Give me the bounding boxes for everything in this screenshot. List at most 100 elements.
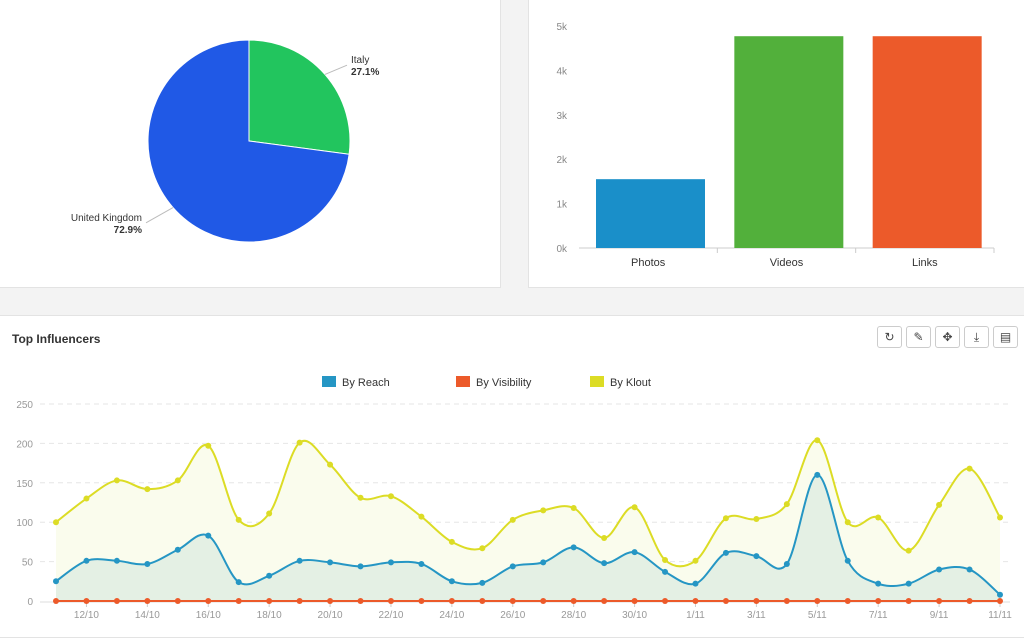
x-label: 1/11 [686, 610, 705, 621]
data-point [509, 516, 516, 523]
bar-panel: 0k 1k 2k 3k 4k 5k Photos Videos Links [528, 0, 1024, 288]
pie-label: Italy [351, 55, 369, 66]
x-label: Photos [631, 257, 666, 269]
y-tick: 250 [16, 400, 33, 411]
data-point [53, 519, 59, 526]
x-label: 5/11 [808, 610, 827, 621]
data-point [296, 598, 303, 604]
data-point [966, 598, 973, 604]
data-point [327, 461, 334, 468]
data-point [387, 598, 394, 604]
data-point [997, 591, 1003, 598]
data-point [174, 546, 181, 553]
y-tick: 0 [27, 597, 33, 608]
data-point [814, 437, 821, 444]
data-point [570, 544, 577, 551]
y-tick: 150 [16, 479, 33, 490]
legend-label: By Reach [342, 377, 390, 389]
x-label: Videos [770, 257, 804, 269]
data-point [662, 598, 669, 604]
legend-swatch [590, 376, 604, 387]
data-point [601, 598, 608, 604]
data-point [814, 598, 821, 604]
legend-swatch [322, 376, 336, 387]
x-label: 12/10 [74, 610, 99, 621]
data-point [205, 598, 212, 604]
data-point [875, 580, 882, 587]
pencil-icon[interactable]: ✎ [906, 326, 931, 348]
y-tick: 50 [22, 558, 34, 569]
legend-swatch [456, 376, 470, 387]
data-point [235, 579, 242, 586]
data-point [479, 598, 486, 604]
data-point [418, 598, 425, 604]
x-label: 3/11 [747, 610, 766, 621]
panel-title: Top Influencers [12, 332, 101, 346]
y-tick: 3k [556, 111, 568, 122]
data-point [540, 598, 547, 604]
refresh-icon[interactable]: ↻ [877, 326, 902, 348]
data-point [631, 598, 638, 604]
data-point [296, 439, 303, 446]
data-point [662, 557, 669, 564]
pie-value: 72.9% [114, 225, 142, 236]
data-point [905, 598, 912, 604]
data-point [327, 598, 334, 604]
x-label: 30/10 [622, 610, 647, 621]
table-icon[interactable]: ▤ [993, 326, 1018, 348]
data-point [844, 557, 851, 564]
pie-slice [248, 39, 351, 155]
x-label: 28/10 [561, 610, 586, 621]
data-point [509, 598, 516, 604]
data-point [205, 532, 212, 539]
data-point [113, 557, 120, 564]
data-point [235, 516, 242, 523]
data-point [783, 598, 790, 604]
y-tick: 5k [556, 22, 568, 33]
data-point [601, 560, 608, 567]
x-label: 11/11 [988, 610, 1012, 621]
y-tick: 0k [556, 244, 568, 255]
data-point [692, 557, 699, 564]
data-point [966, 566, 973, 573]
data-point [722, 515, 729, 522]
y-tick: 4k [556, 66, 568, 77]
data-point [174, 598, 181, 604]
x-label: 22/10 [378, 610, 403, 621]
data-point [722, 549, 729, 556]
data-point [662, 568, 669, 575]
data-point [83, 557, 90, 564]
x-label: 7/11 [869, 610, 888, 621]
data-point [357, 494, 364, 501]
data-point [113, 598, 120, 604]
pie-label: United Kingdom [71, 213, 142, 224]
data-point [997, 598, 1003, 604]
data-point [418, 560, 425, 567]
data-point [601, 534, 608, 541]
x-label: 18/10 [257, 610, 282, 621]
data-point [83, 598, 90, 604]
data-point [631, 504, 638, 511]
data-point [266, 572, 273, 579]
bar-chart: 0k 1k 2k 3k 4k 5k Photos Videos Links [556, 22, 995, 269]
legend-label: By Visibility [476, 377, 532, 389]
download-icon[interactable]: ⤓ [964, 326, 989, 348]
data-point [235, 598, 242, 604]
toolbar: ↻ ✎ ✥ ⤓ ▤ [877, 326, 1018, 348]
data-point [205, 442, 212, 449]
x-label: 20/10 [318, 610, 343, 621]
data-point [387, 559, 394, 566]
data-point [692, 580, 699, 587]
y-tick: 200 [16, 439, 33, 450]
move-icon[interactable]: ✥ [935, 326, 960, 348]
data-point [875, 514, 882, 521]
data-point [997, 514, 1003, 521]
pie-panel: Italy 27.1% United Kingdom 72.9% [0, 0, 501, 288]
bar [872, 36, 982, 248]
data-point [753, 598, 760, 604]
data-point [357, 598, 364, 604]
data-point [144, 560, 151, 567]
data-point [905, 580, 912, 587]
pie-connector [145, 207, 174, 224]
